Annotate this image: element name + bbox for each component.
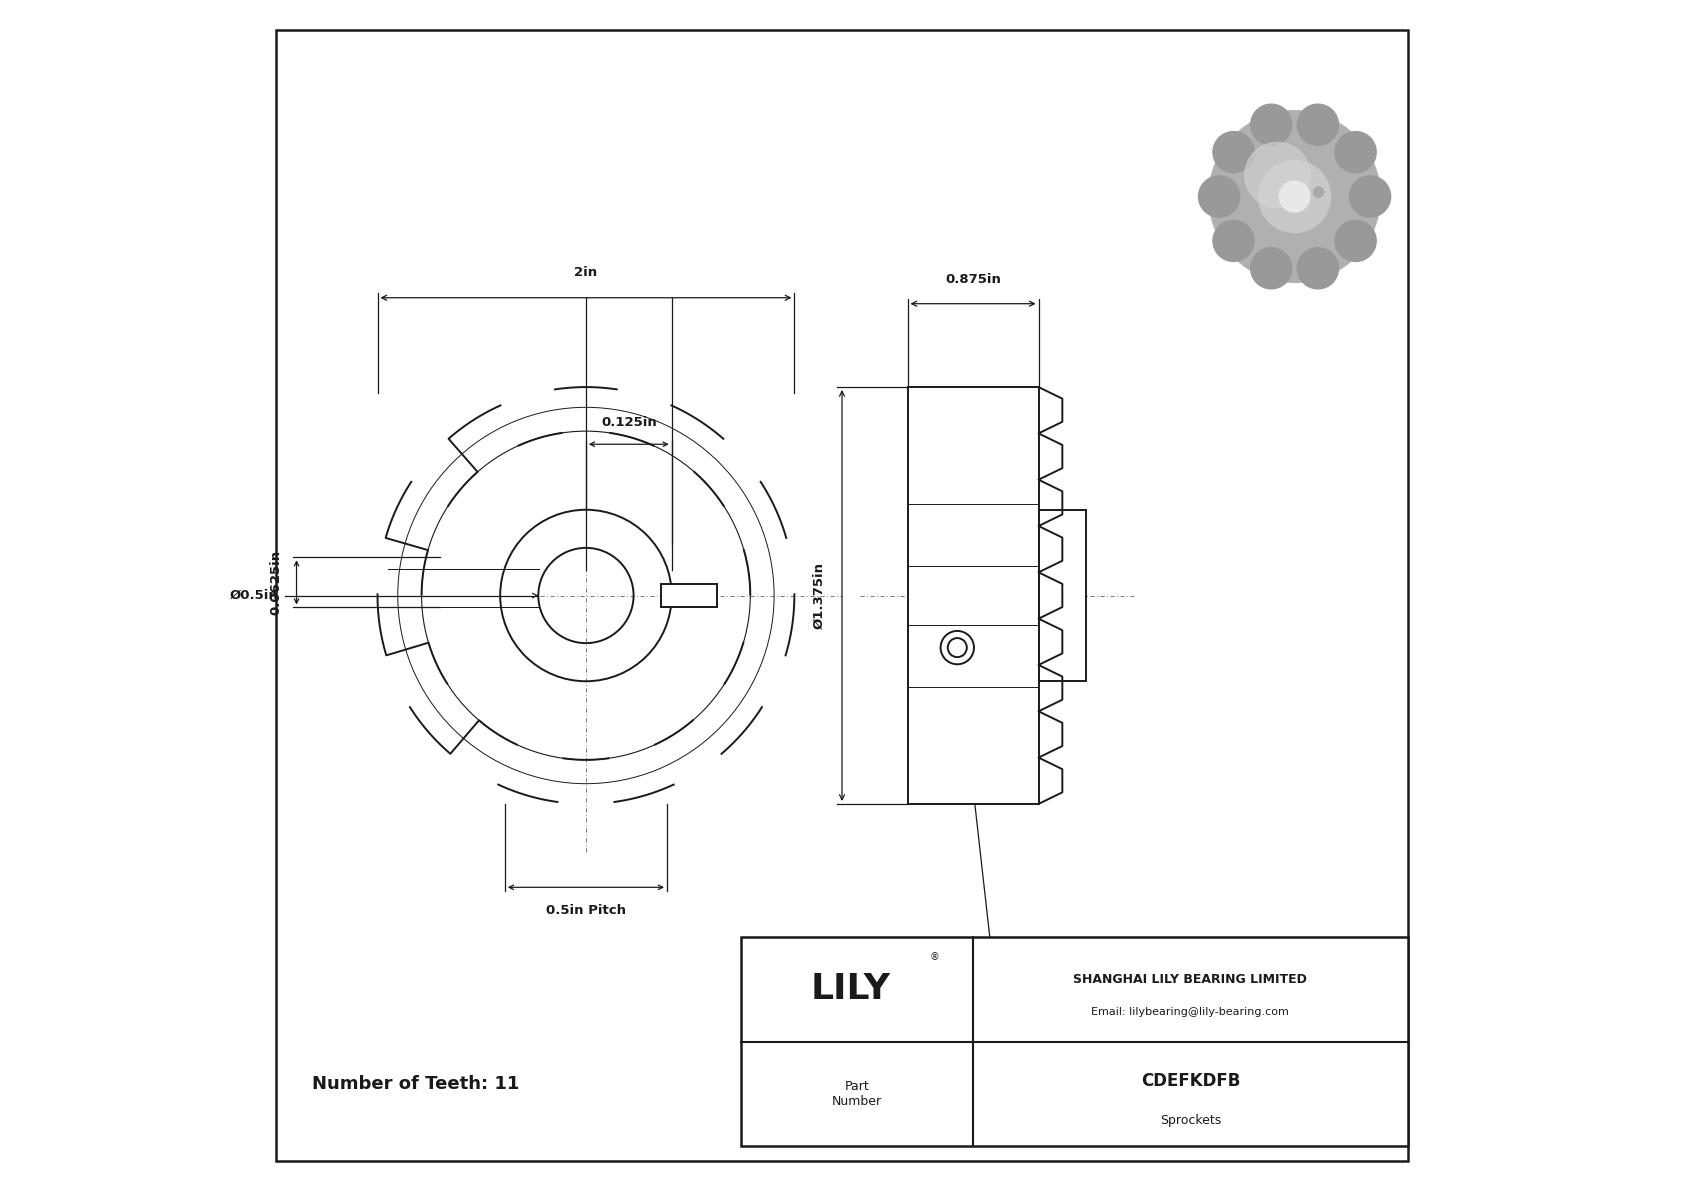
Text: 2in: 2in <box>574 266 598 279</box>
Text: Ø1.375in: Ø1.375in <box>812 562 825 629</box>
Text: CDEFKDFB: CDEFKDFB <box>1140 1072 1239 1090</box>
Circle shape <box>1251 248 1292 289</box>
Circle shape <box>1297 248 1339 289</box>
Text: Email: lilybearing@lily-bearing.com: Email: lilybearing@lily-bearing.com <box>1091 1008 1290 1017</box>
Circle shape <box>1314 187 1324 198</box>
Bar <box>741 937 1408 1146</box>
Circle shape <box>1335 220 1376 262</box>
Text: #10-24x 3/16"
Set Screw: #10-24x 3/16" Set Screw <box>1140 937 1234 966</box>
Bar <box>1039 510 1086 681</box>
Bar <box>662 584 717 607</box>
Text: Part
Number: Part Number <box>832 1079 882 1108</box>
Circle shape <box>1212 131 1255 173</box>
Circle shape <box>1349 176 1391 217</box>
Circle shape <box>1297 104 1339 145</box>
Text: 0.0625in: 0.0625in <box>269 550 283 615</box>
Circle shape <box>1251 104 1292 145</box>
Circle shape <box>1280 181 1310 212</box>
Circle shape <box>1244 143 1310 207</box>
Text: 0.875in: 0.875in <box>945 273 1000 286</box>
Circle shape <box>1212 220 1255 262</box>
Text: 0.125in: 0.125in <box>601 416 657 429</box>
Text: 0.5in Pitch: 0.5in Pitch <box>546 904 626 917</box>
Circle shape <box>1258 161 1330 232</box>
Text: Ø0.5in: Ø0.5in <box>231 590 278 601</box>
Text: Number of Teeth: 11: Number of Teeth: 11 <box>312 1074 519 1093</box>
Circle shape <box>1209 111 1381 282</box>
Bar <box>908 387 1039 804</box>
Text: Sprockets: Sprockets <box>1160 1115 1221 1127</box>
Circle shape <box>1335 131 1376 173</box>
Circle shape <box>1199 176 1239 217</box>
Text: ®: ® <box>930 953 940 962</box>
Text: SHANGHAI LILY BEARING LIMITED: SHANGHAI LILY BEARING LIMITED <box>1073 973 1307 985</box>
Text: LILY: LILY <box>812 972 891 1006</box>
